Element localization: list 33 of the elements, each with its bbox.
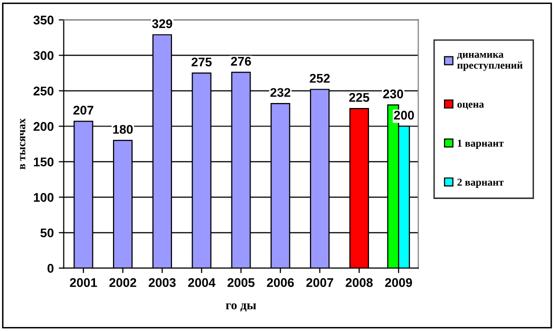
- x-tick-label: 2008: [346, 278, 373, 288]
- y-tick-label: 300: [33, 51, 54, 60]
- y-tick-label: 0: [48, 264, 54, 273]
- x-tick-label: 2009: [385, 278, 412, 288]
- x-tick-label: 2007: [306, 278, 334, 288]
- y-tick-label: 200: [34, 122, 54, 131]
- x-tick-label: 2001: [70, 278, 97, 288]
- data-label: 232: [270, 88, 290, 97]
- data-label: 225: [349, 93, 370, 102]
- y-tick-label: 150: [34, 158, 54, 166]
- x-tick-label: 2006: [266, 278, 294, 288]
- legend-label: 2 варнант: [457, 178, 504, 188]
- x-tick-label: 2004: [188, 278, 216, 288]
- x-tick-label: 2005: [228, 278, 255, 288]
- legend-label: 1 варнант: [458, 140, 504, 149]
- data-label: 276: [230, 56, 251, 66]
- y-tick-label: 50: [40, 228, 54, 238]
- y-tick-label: 100: [34, 192, 54, 202]
- y-tick-label: 250: [34, 86, 54, 96]
- data-label: 329: [152, 19, 172, 28]
- data-label: 180: [113, 124, 133, 134]
- legend-label: динамика преступлений: [457, 52, 523, 71]
- x-tick-label: 2003: [148, 278, 176, 288]
- legend-label: оцена: [457, 102, 484, 110]
- data-label: 230: [383, 89, 404, 98]
- y-tick-label: 350: [33, 16, 54, 25]
- data-label: 252: [310, 74, 330, 83]
- x-tick-label: 2002: [109, 278, 136, 288]
- data-label: 200: [394, 110, 414, 120]
- data-label: 207: [73, 106, 94, 115]
- x-axis-title: го ды: [226, 303, 256, 312]
- y-axis-title: в тысячах: [20, 118, 26, 170]
- data-label: 275: [192, 58, 212, 66]
